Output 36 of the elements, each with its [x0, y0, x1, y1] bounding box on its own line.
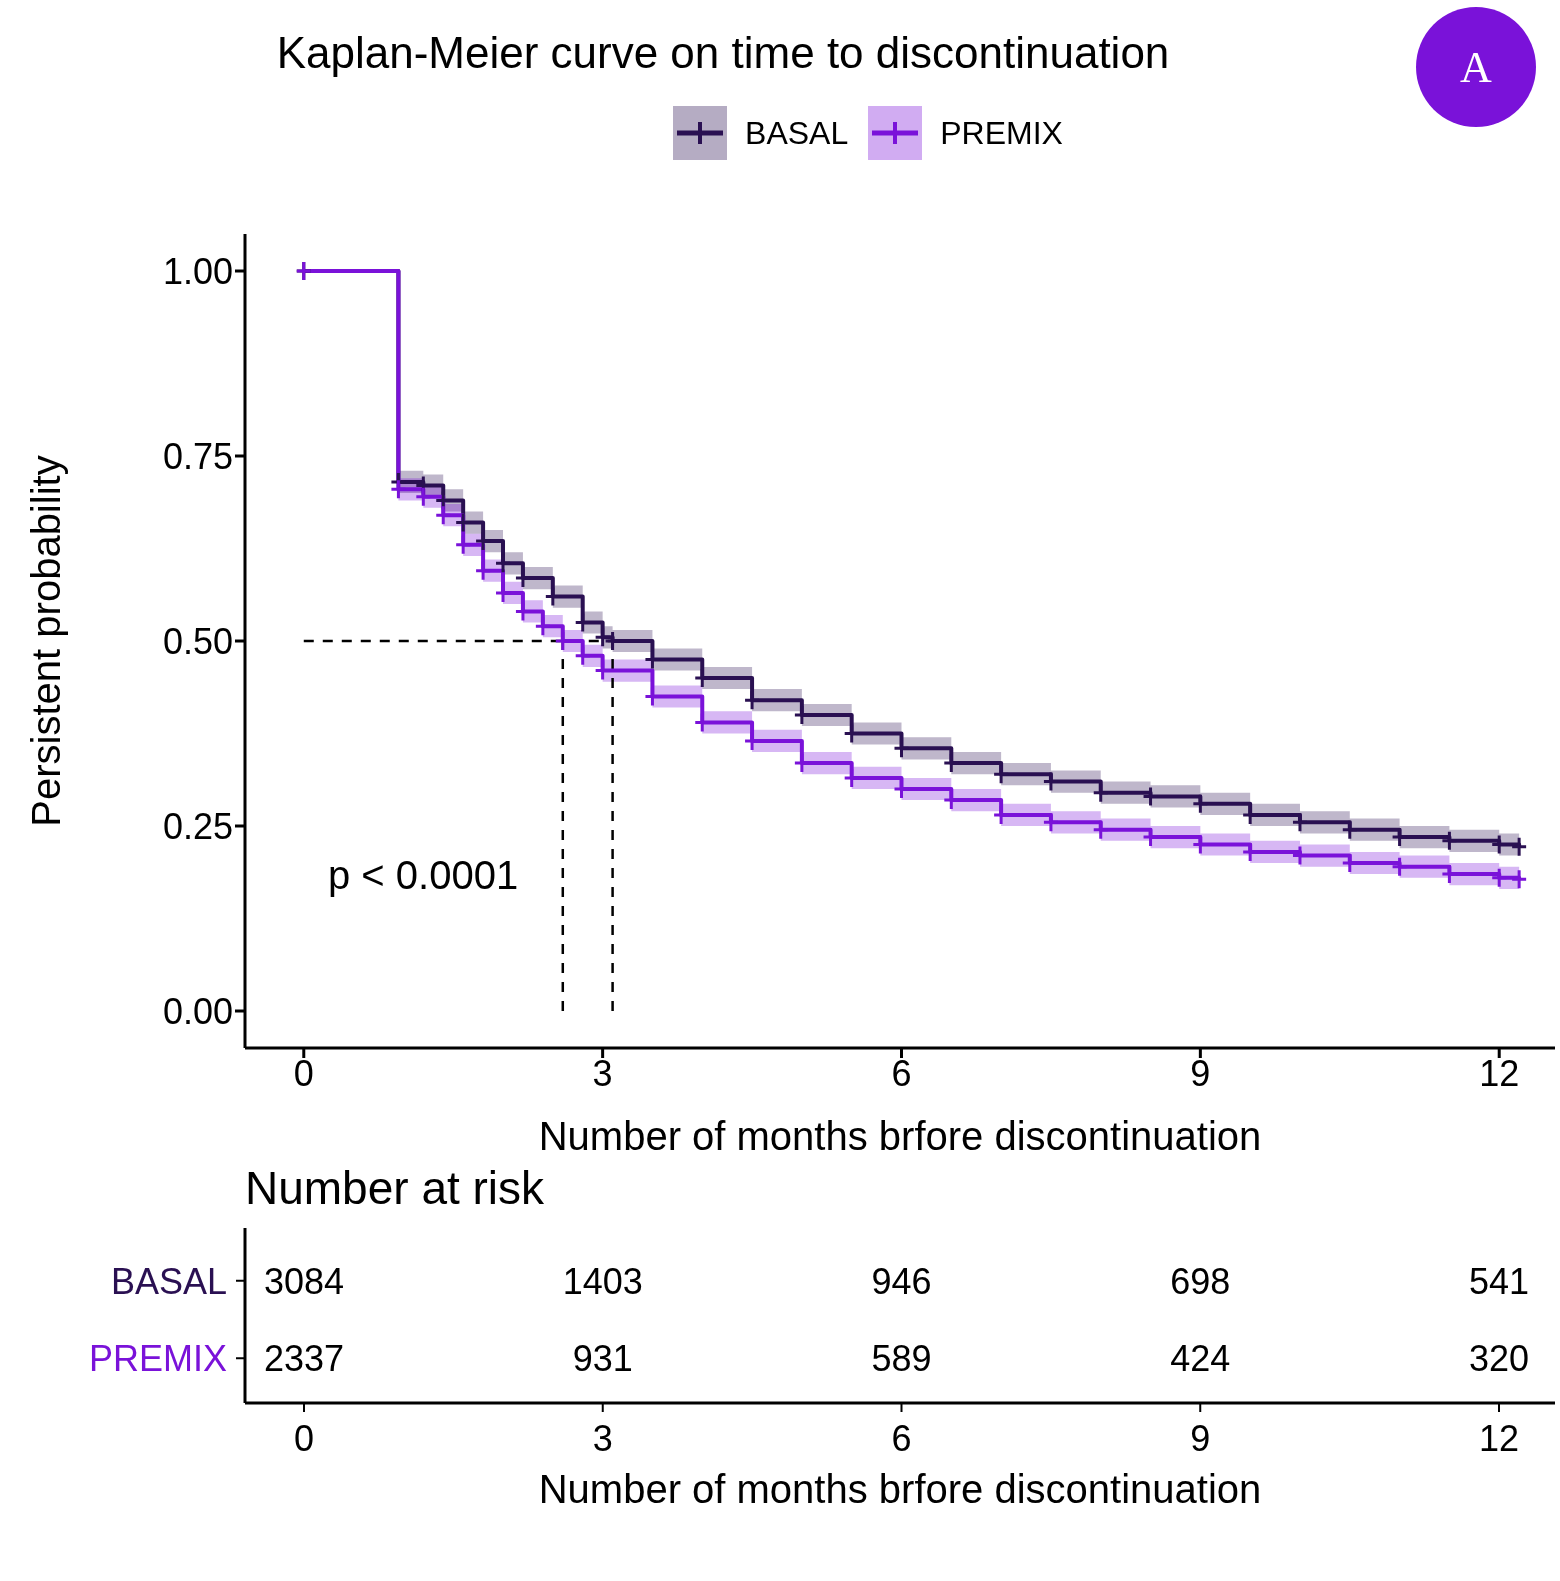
x-tick-label: 9 — [1190, 1418, 1211, 1459]
y-tick-label: 0.00 — [162, 990, 233, 1032]
x-tick-label: 3 — [592, 1052, 613, 1094]
y-tick-label: 1.00 — [162, 250, 233, 292]
x-tick-label: 0 — [293, 1418, 315, 1459]
y-axis-title: Persistent probability — [24, 455, 69, 827]
data-label: 1403 — [562, 1260, 643, 1302]
data-label: 2337 — [263, 1338, 345, 1380]
x-tick-label: 3 — [592, 1418, 613, 1459]
data-label: 589 — [871, 1338, 932, 1380]
chart-title: Kaplan-Meier curve on time to discontinuation — [276, 28, 1170, 77]
x-axis-title: Number of months brfore discontinuation — [538, 1467, 1262, 1511]
legend-label: BASAL — [745, 114, 849, 152]
annotation: p < 0.0001 — [328, 853, 519, 898]
y-tick-label: 0.75 — [162, 435, 233, 477]
data-label: 698 — [1170, 1260, 1231, 1302]
data-label: 320 — [1468, 1338, 1530, 1380]
y-tick-label: 0.50 — [162, 620, 233, 662]
x-tick-label: 12 — [1479, 1052, 1520, 1094]
data-label: 931 — [572, 1338, 633, 1380]
x-tick-label: 12 — [1478, 1418, 1520, 1459]
data-label: 424 — [1170, 1338, 1231, 1380]
y-tick-label: PREMIX — [88, 1338, 227, 1380]
x-tick-label: 6 — [891, 1418, 912, 1459]
chart-title: Number at risk — [245, 1162, 546, 1214]
y-tick-label: 0.25 — [162, 805, 233, 847]
data-label: 541 — [1468, 1260, 1530, 1302]
badge-circle: A — [1416, 7, 1536, 127]
data-label: 3084 — [263, 1260, 345, 1302]
x-axis-title: Number of months brfore discontinuation — [538, 1114, 1262, 1158]
data-label: 946 — [871, 1260, 932, 1302]
x-tick-label: 6 — [891, 1052, 912, 1094]
x-tick-label: 9 — [1190, 1052, 1211, 1094]
legend-label: PREMIX — [940, 114, 1063, 152]
x-tick-label: 0 — [293, 1052, 314, 1094]
y-tick-label: BASAL — [110, 1260, 227, 1302]
